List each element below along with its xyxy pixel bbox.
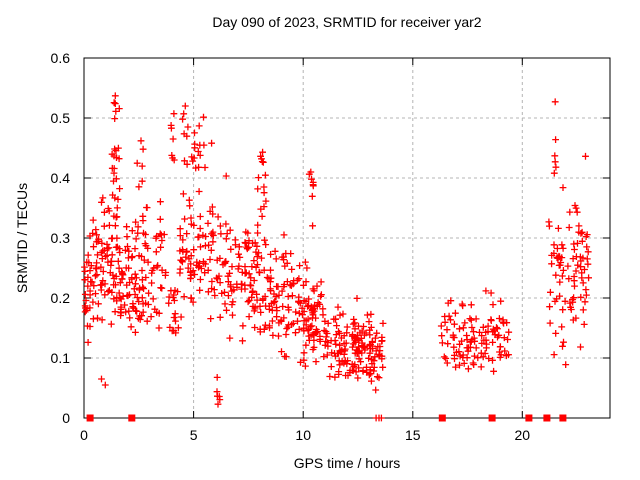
y-tick-label: 0.5 [51,110,71,126]
zero-square-marker [525,414,533,422]
x-axis-title: GPS time / hours [293,455,401,471]
data-points [81,92,592,422]
grid-lines [84,58,610,418]
y-tick-label: 0.4 [51,170,71,186]
y-tick-label: 0.1 [51,350,71,366]
y-tick-label: 0 [62,410,70,426]
zero-square-marker [438,414,446,422]
y-axis-title: SRMTID / TECUs [14,182,30,294]
x-tick-label: 20 [515,427,531,443]
x-tick-label: 15 [405,427,421,443]
y-tick-label: 0.3 [51,230,71,246]
x-tick-label: 10 [295,427,311,443]
x-tick-label: 0 [80,427,88,443]
y-tick-label: 0.6 [51,50,71,66]
zero-square-marker [128,414,136,422]
zero-square-marker [86,414,94,422]
zero-square-marker [488,414,496,422]
y-tick-label: 0.2 [51,290,71,306]
x-tick-label: 5 [190,427,198,443]
chart-title: Day 090 of 2023, SRMTID for receiver yar… [212,14,482,30]
zero-square-marker [543,414,551,422]
zero-square-marker [559,414,567,422]
